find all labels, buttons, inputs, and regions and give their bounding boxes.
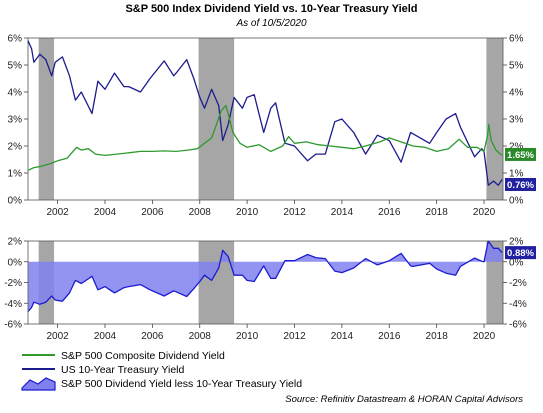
bottom-y-tick-label-right-3: -4% [509,299,527,310]
top-y-tick-label-right-0: 0% [509,196,524,207]
end-label-spread: 0.88% [505,246,536,260]
source-note: Source: Refinitiv Datastream & HORAN Cap… [285,394,523,405]
bottom-x-tick-label-2020: 2020 [473,331,496,342]
bottom-x-tick-label-2002: 2002 [46,331,69,342]
top-y-tick-label-left-4: 4% [8,88,23,99]
bottom-y-tick-label-left-1: 0% [8,257,23,268]
bottom-recession-band-2 [198,241,235,324]
series-line-dividend [27,104,503,171]
bottom-x-tick-label-2012: 2012 [283,331,306,342]
top-x-tick-label-2018: 2018 [426,207,449,218]
bottom-x-tick-label-2016: 2016 [378,331,401,342]
top-y-tick-label-left-5: 5% [8,61,23,72]
bottom-x-tick-label-2004: 2004 [94,331,117,342]
end-label-dividend-box [505,147,536,161]
legend-label-dividend: S&P 500 Composite Dividend Yield [61,350,225,362]
top-y-tick-label-right-4: 4% [509,88,524,99]
top-x-tick-label-2010: 2010 [236,207,259,218]
top-recession-band-1 [38,38,55,200]
top-y-axis-left: 0% 1% 2% 3% 4% 5% 6% [8,34,28,207]
bottom-x-tick-label-2006: 2006 [141,331,164,342]
top-plot-frame [27,37,504,201]
top-recession-band-2 [198,38,235,200]
top-x-tick-label-2008: 2008 [189,207,212,218]
bottom-x-axis: 2002 2004 2006 2008 2010 2012 2014 2016 2018 2020 [46,324,496,342]
top-x-tick-label-2014: 2014 [331,207,354,218]
legend: S&P 500 Composite Dividend Yield US 10-Y… [21,350,302,391]
top-x-tick-label-2002: 2002 [46,207,69,218]
spread-area-fill [28,241,503,312]
bottom-spread-area [27,240,503,313]
bottom-chart: 2% 0% -2% -4% -6% 2% 0% -2% -4% -6% 2002 2004 2006… [4,237,536,342]
end-label-spread-text: 0.88% [507,248,534,259]
bottom-y-axis-right: 2% 0% -2% -4% -6% [503,237,527,331]
top-y-tick-label-left-1: 1% [8,169,23,180]
end-label-dividend-text: 1.65% [507,150,534,161]
bottom-recession-bands [38,241,503,324]
end-label-treasury-text: 0.76% [507,180,534,191]
bottom-x-tick-label-2018: 2018 [426,331,449,342]
bottom-end-labels: 0.88% [505,246,536,260]
end-label-dividend: 1.65% [505,147,536,161]
legend-label-spread: S&P 500 Dividend Yield less 10-Year Trea… [61,378,302,390]
bottom-x-tick-label-2014: 2014 [331,331,354,342]
top-y-tick-label-left-6: 6% [8,34,23,45]
top-y-tick-label-left-2: 2% [8,142,23,153]
chart-title: S&P 500 Index Dividend Yield vs. 10-Year… [125,3,417,15]
top-y-tick-label-right-3: 3% [509,115,524,126]
top-y-axis-right: 0% 1% 2% 3% 4% 5% 6% [503,34,524,207]
top-y-tick-label-right-6: 6% [509,34,524,45]
bottom-y-tick-label-right-2: -2% [509,278,527,289]
top-x-tick-label-2006: 2006 [141,207,164,218]
top-y-tick-label-right-5: 5% [509,61,524,72]
bottom-y-tick-label-right-4: -6% [509,320,527,331]
legend-swatch-spread [21,377,56,391]
top-y-tick-label-right-2: 2% [509,142,524,153]
bottom-y-tick-label-left-4: -6% [4,320,22,331]
bottom-x-tick-label-2010: 2010 [236,331,259,342]
end-label-treasury-box [505,177,536,191]
top-y-tick-label-left-3: 3% [8,115,23,126]
top-x-tick-label-2004: 2004 [94,207,117,218]
series-line-treasury [27,40,503,186]
top-x-tick-label-2012: 2012 [283,207,306,218]
top-recession-bands [38,38,503,200]
bottom-y-tick-label-right-1: 0% [509,257,524,268]
spread-line [27,240,503,313]
bottom-y-axis-left: 2% 0% -2% -4% -6% [4,237,28,331]
top-y-tick-label-right-1: 1% [509,169,524,180]
top-chart: 0%1%2%3%4%5%6% 0%1%2%3%4%5%6% 2002 2004 20… [8,34,536,218]
top-end-labels: 1.65% 0.76% [505,147,536,191]
end-label-spread-box [505,246,536,260]
bottom-y-tick-label-left-2: -2% [4,278,22,289]
bottom-y-tick-label-left-3: -4% [4,299,22,310]
end-label-treasury: 0.76% [505,177,536,191]
top-x-tick-label-2016: 2016 [378,207,401,218]
top-recession-band-3 [486,38,503,200]
legend-label-treasury: US 10-Year Treasury Yield [61,364,185,376]
top-x-axis: 2002 2004 2006 2008 2010 2012 2014 2016 2018 2020 [46,200,496,218]
bottom-y-tick-label-left-0: 2% [8,237,23,248]
bottom-x-tick-label-2008: 2008 [189,331,212,342]
top-y-tick-label-left-0: 0% [8,196,23,207]
bottom-y-tick-label-right-0: 2% [509,237,524,248]
top-series-lines [27,40,503,186]
top-x-tick-label-2020: 2020 [473,207,496,218]
chart-subtitle: As of 10/5/2020 [235,18,306,29]
